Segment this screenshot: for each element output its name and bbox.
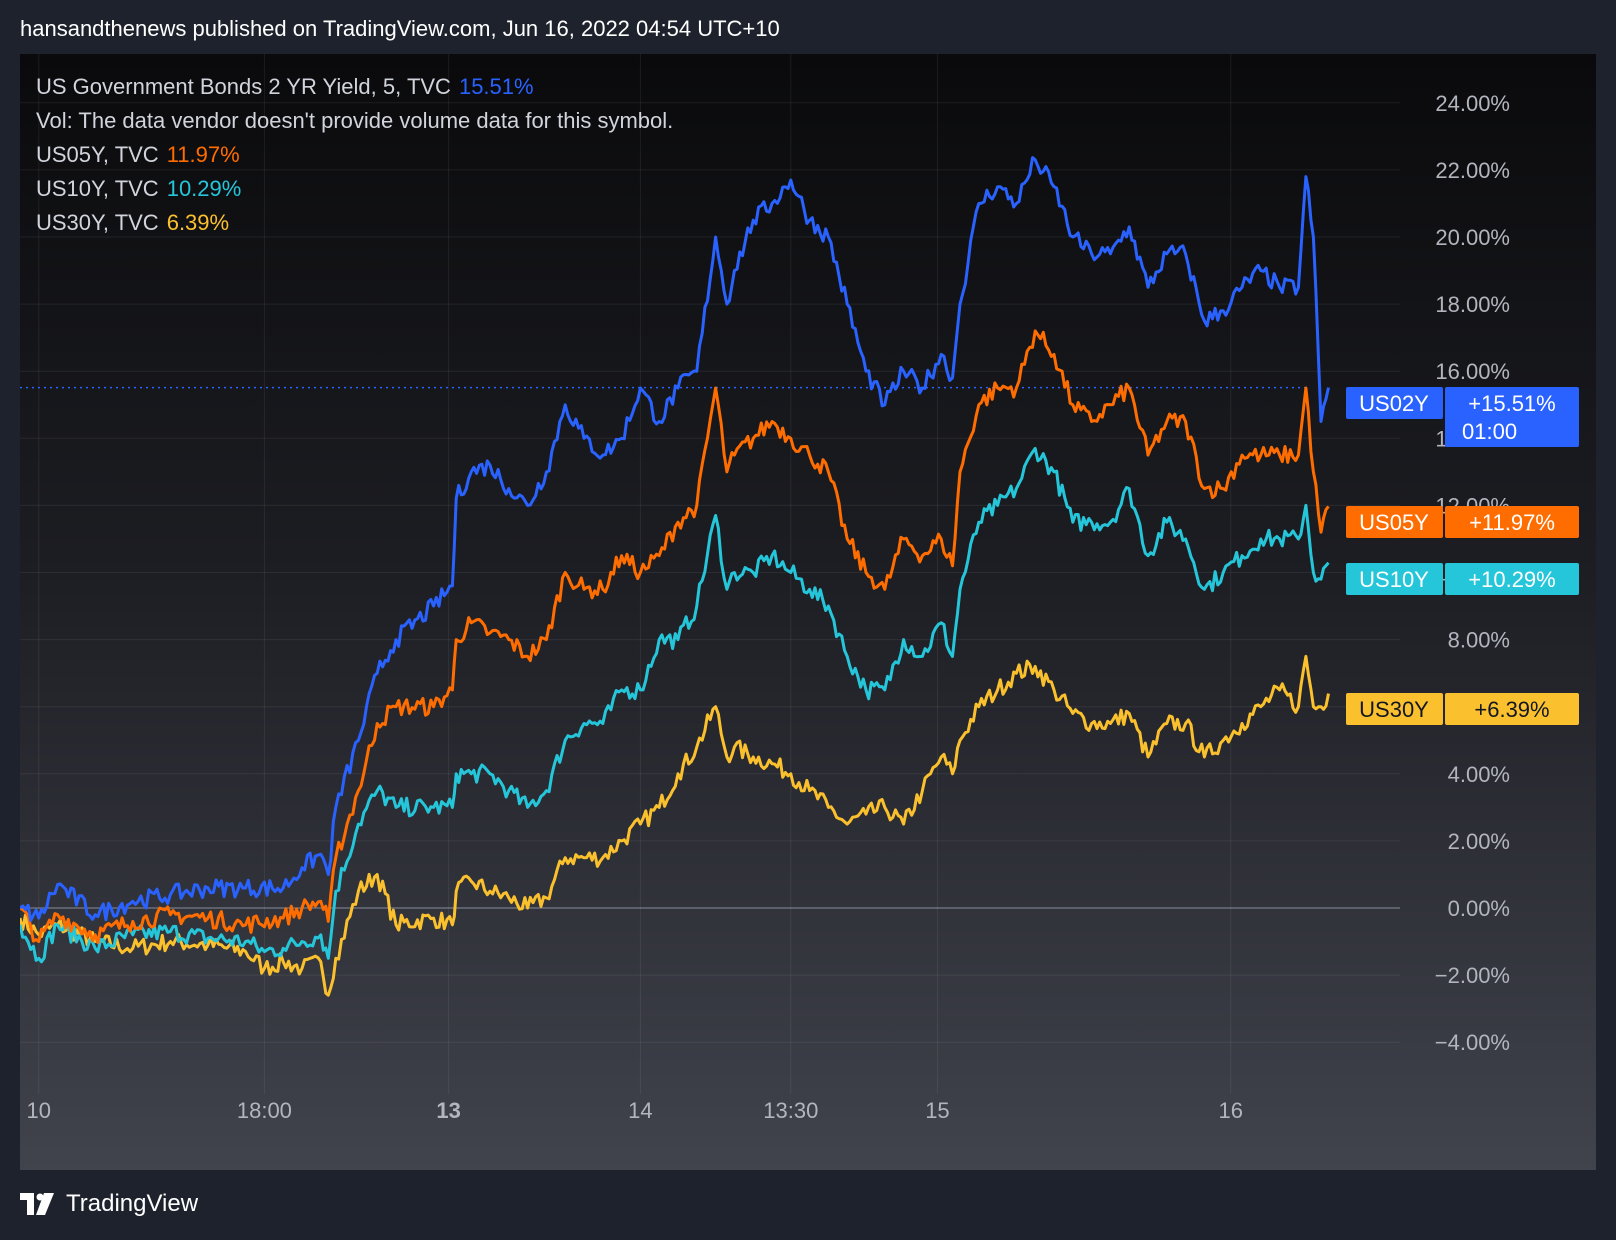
- legend-value-us05y: 11.97%: [166, 142, 240, 167]
- series-value-box-us05y: [1445, 506, 1579, 538]
- series-value-box-us30y: [1445, 693, 1579, 725]
- y-tick-label: 8.00%: [1448, 628, 1510, 653]
- series-value-label: +15.51%: [1468, 391, 1555, 416]
- legend-row-us05y[interactable]: US05Y, TVC 11.97%: [36, 138, 673, 172]
- y-tick-label: 16.00%: [1435, 359, 1510, 384]
- series-value-box-us02y: [1445, 387, 1579, 447]
- series-line-us05y: [20, 329, 1330, 945]
- series-tag-label: US30Y: [1359, 697, 1429, 722]
- x-tick-label: 13: [436, 1098, 460, 1123]
- x-tick-label: 16: [1218, 1098, 1242, 1123]
- y-tick-label: 4.00%: [1448, 762, 1510, 787]
- legend-row-us02y[interactable]: US Government Bonds 2 YR Yield, 5, TVC 15…: [36, 70, 673, 104]
- legend-value-us02y: 15.51%: [458, 74, 534, 99]
- series-value-label: +11.97%: [1469, 510, 1555, 535]
- y-tick-label: 20.00%: [1435, 225, 1510, 250]
- x-tick-label: 13:30: [763, 1098, 818, 1123]
- series-line-us10y: [20, 446, 1330, 964]
- series-line-us30y: [20, 654, 1330, 997]
- legend-value-us10y: 10.29%: [166, 176, 242, 201]
- legend-row-vol: Vol: The data vendor doesn't provide vol…: [36, 104, 673, 138]
- publish-header: hansandthenews published on TradingView.…: [20, 16, 780, 41]
- y-tick-label: −2.00%: [1435, 963, 1510, 988]
- chart-svg[interactable]: 24.00%22.00%20.00%18.00%16.00%14.00%12.0…: [20, 54, 1596, 1170]
- footer-brand[interactable]: TradingView: [20, 1190, 198, 1218]
- legend-row-us30y[interactable]: US30Y, TVC 6.39%: [36, 206, 673, 240]
- brand-name: TradingView: [66, 1190, 199, 1217]
- y-tick-label: 2.00%: [1448, 829, 1510, 854]
- series-line-us02y: [20, 156, 1330, 922]
- series-tag-label: US10Y: [1359, 567, 1429, 592]
- x-tick-label: 15: [925, 1098, 949, 1123]
- x-tick-label: 14: [628, 1098, 652, 1123]
- series-tag-label: US05Y: [1359, 510, 1429, 535]
- y-tick-label: −4.00%: [1435, 1030, 1510, 1055]
- tradingview-logo-icon: [20, 1193, 54, 1215]
- legend-row-us10y[interactable]: US10Y, TVC 10.29%: [36, 172, 673, 206]
- series-tag-us02y: [1346, 387, 1443, 419]
- legend-label-us05y: US05Y, TVC: [36, 142, 159, 167]
- series-value-label: +6.39%: [1474, 697, 1549, 722]
- chart-panel[interactable]: 24.00%22.00%20.00%18.00%16.00%14.00%12.0…: [20, 54, 1596, 1170]
- legend-label-vol: Vol: The data vendor doesn't provide vol…: [36, 108, 674, 133]
- countdown-label: 01:00: [1462, 419, 1517, 444]
- series-value-label: +10.29%: [1468, 567, 1555, 592]
- chart-legend: US Government Bonds 2 YR Yield, 5, TVC 15…: [36, 70, 673, 240]
- y-tick-label: 0.00%: [1448, 896, 1510, 921]
- series-tag-us05y: [1346, 506, 1443, 538]
- legend-label-us10y: US10Y, TVC: [36, 176, 159, 201]
- y-tick-label: 18.00%: [1435, 292, 1510, 317]
- series-tag-us10y: [1346, 563, 1443, 595]
- legend-label-us02y: US Government Bonds 2 YR Yield, 5, TVC: [36, 74, 451, 99]
- legend-value-us30y: 6.39%: [166, 210, 230, 235]
- series-value-box-us10y: [1445, 563, 1579, 595]
- series-tag-label: US02Y: [1359, 391, 1429, 416]
- legend-label-us30y: US30Y, TVC: [36, 210, 159, 235]
- x-tick-label: 10: [27, 1098, 51, 1123]
- y-tick-label: 24.00%: [1435, 91, 1510, 116]
- y-tick-label: 22.00%: [1435, 158, 1510, 183]
- x-tick-label: 18:00: [237, 1098, 292, 1123]
- series-tag-us30y: [1346, 693, 1443, 725]
